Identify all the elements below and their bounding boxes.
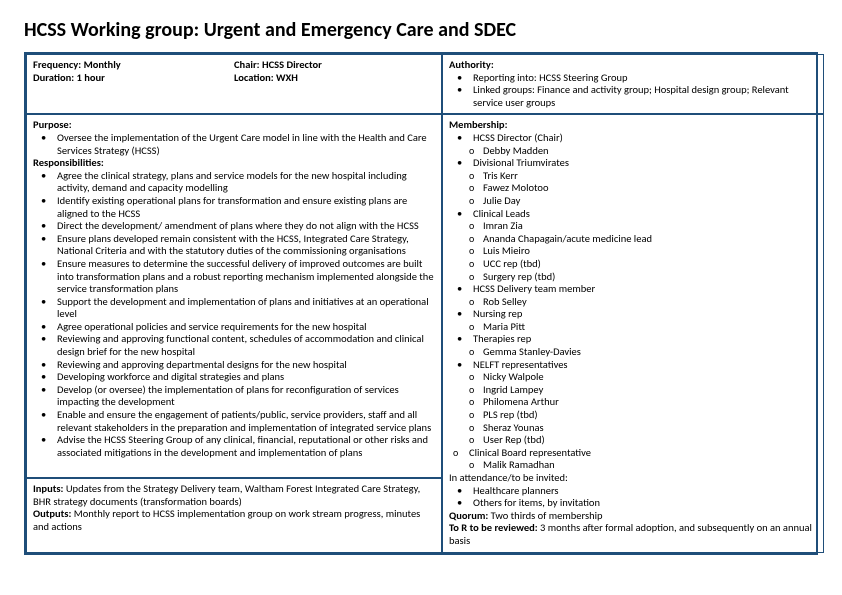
list-item: User Rep (tbd) [449, 434, 817, 447]
membership-label: Membership: [449, 118, 507, 131]
list-item: Identify existing operational plans for … [33, 195, 435, 220]
list-item: Advise the HCSS Steering Group of any cl… [33, 434, 435, 459]
authority-label: Authority: [449, 58, 494, 71]
list-item: Nicky Walpole [449, 371, 817, 384]
list-item: Ensure plans developed remain consistent… [33, 233, 435, 258]
list-item: Imran Zia [449, 220, 817, 233]
list-item: Reviewing and approving functional conte… [33, 333, 435, 358]
meta-cell: Frequency: Monthly Duration: 1 hour Chai… [26, 54, 442, 114]
list-item: Divisional Triumvirates [449, 157, 817, 170]
list-item: Support the development and implementati… [33, 296, 435, 321]
location-value: WXH [276, 71, 298, 84]
list-item: Oversee the implementation of the Urgent… [33, 132, 435, 157]
list-item: HCSS Delivery team member [449, 283, 817, 296]
inputs-value: Updates from the Strategy Delivery team,… [33, 482, 420, 508]
membership-cell: Membership: HCSS Director (Chair)Debby M… [442, 114, 824, 552]
frequency-label: Frequency: [33, 58, 81, 71]
list-item: UCC rep (tbd) [449, 258, 817, 271]
page-title: HCSS Working group: Urgent and Emergency… [24, 18, 818, 42]
purpose-responsibilities-cell: Purpose: Oversee the implementation of t… [26, 114, 442, 478]
list-item: Nursing rep [449, 308, 817, 321]
duration-label: Duration: [33, 71, 74, 84]
io-cell: Inputs: Updates from the Strategy Delive… [26, 478, 442, 552]
purpose-label: Purpose: [33, 118, 72, 131]
location-label: Location: [234, 71, 274, 84]
list-item: Gemma Stanley-Davies [449, 346, 817, 359]
list-item: HCSS Director (Chair) [449, 132, 817, 145]
chair-value: HCSS Director [262, 58, 322, 71]
list-item: PLS rep (tbd) [449, 409, 817, 422]
frequency-value: Monthly [84, 58, 121, 71]
list-item: Develop (or oversee) the implementation … [33, 384, 435, 409]
list-item: Julie Day [449, 195, 817, 208]
invite-label: In attendance/to be invited: [449, 472, 817, 485]
outputs-value: Monthly report to HCSS implementation gr… [33, 507, 420, 533]
chair-label: Chair: [234, 58, 260, 71]
outputs-label: Outputs: [33, 507, 71, 520]
accent-strip [0, 559, 842, 569]
duration-value: 1 hour [77, 71, 105, 84]
list-item: Others for items, by invitation [449, 497, 817, 510]
list-item: Agree the clinical strategy, plans and s… [33, 170, 435, 195]
list-item: Developing workforce and digital strateg… [33, 371, 435, 384]
quorum-label: Quorum: [449, 509, 488, 522]
quorum-value: Two thirds of membership [491, 509, 603, 522]
list-item: Malik Ramadhan [449, 459, 817, 472]
list-item: Direct the development/ amendment of pla… [33, 220, 435, 233]
list-item: Enable and ensure the engagement of pati… [33, 409, 435, 434]
inputs-label: Inputs: [33, 482, 63, 495]
responsibilities-label: Responsibilities: [33, 156, 104, 169]
tor-grid: Frequency: Monthly Duration: 1 hour Chai… [24, 52, 818, 555]
list-item: Ensure measures to determine the success… [33, 258, 435, 296]
authority-cell: Authority: Reporting into: HCSS Steering… [442, 54, 824, 114]
tor-label: To R to be reviewed: [449, 521, 538, 534]
list-item: Linked groups: Finance and activity grou… [449, 84, 817, 109]
